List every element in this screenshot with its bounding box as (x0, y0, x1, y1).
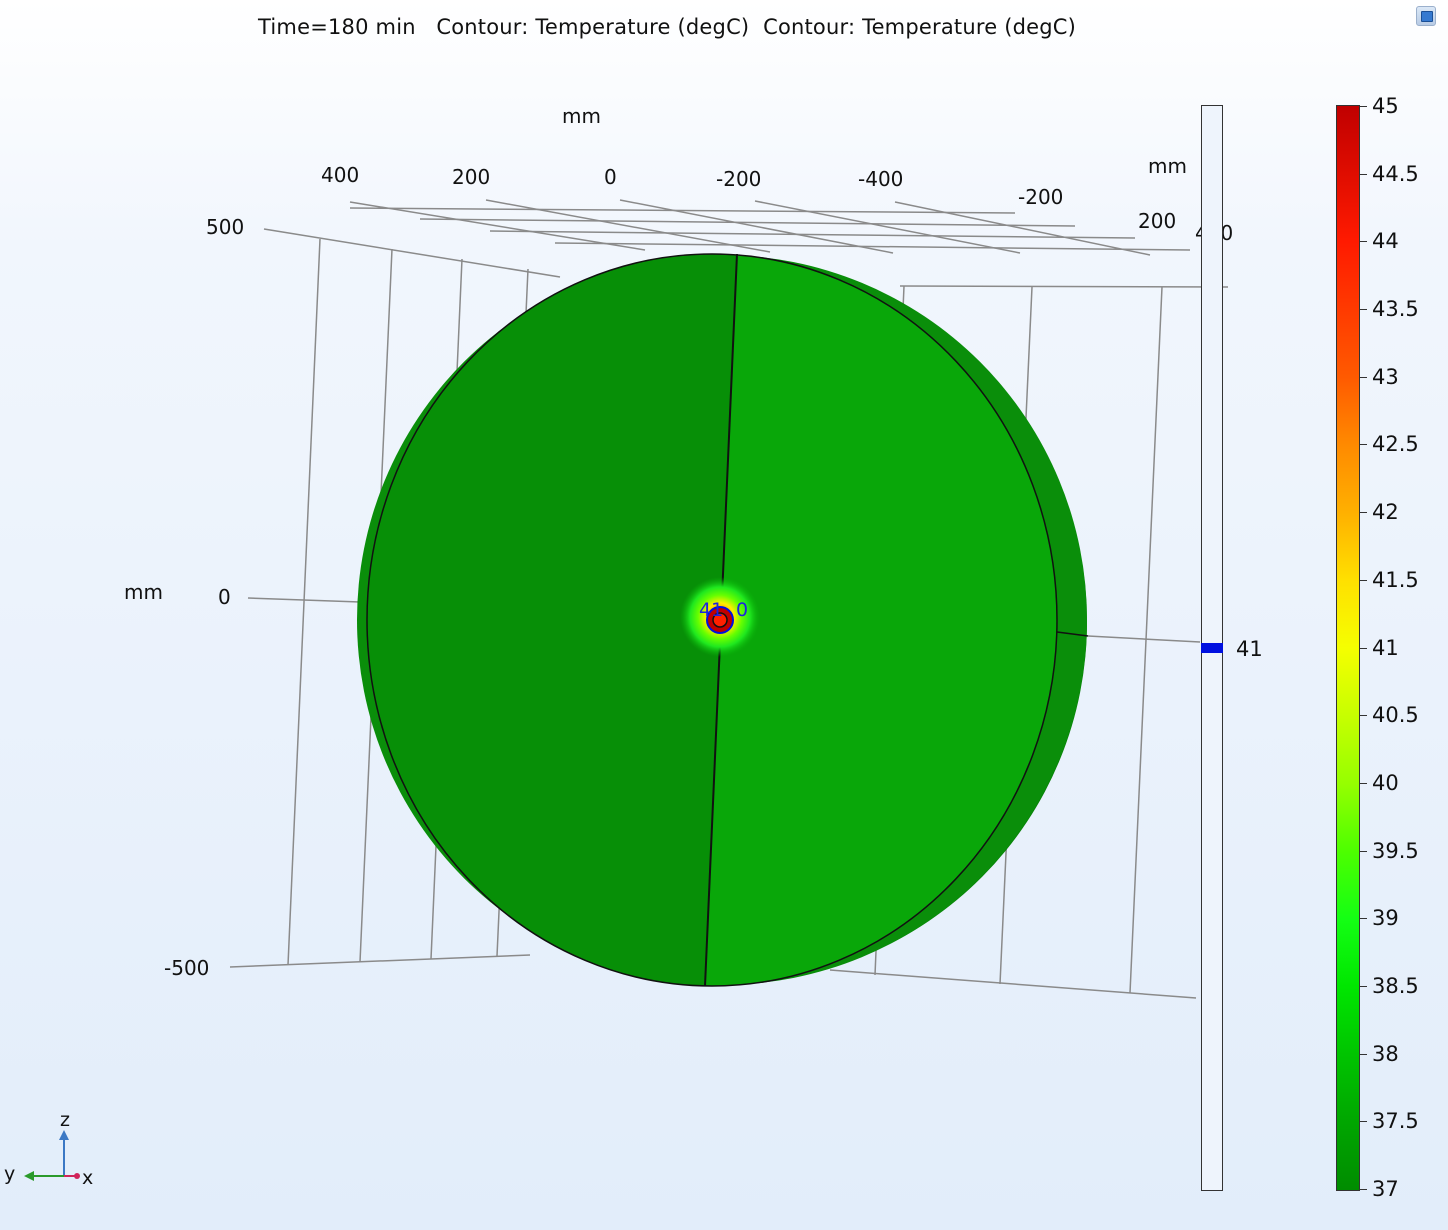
colorbar-tick-label: 42 (1372, 500, 1399, 525)
colorbar-tick-label: 39 (1372, 906, 1399, 931)
colorbar-tick (1360, 851, 1367, 852)
right-tick-label: 200 (1138, 209, 1176, 233)
disk-rim-line (1056, 631, 1089, 637)
contour-legend-label: 41 (1236, 637, 1263, 661)
window-icon[interactable] (1416, 6, 1436, 26)
vertical-tick-label: 0 (218, 585, 231, 609)
colorbar-tick (1360, 1189, 1367, 1190)
vertical-tick-label: 500 (206, 215, 244, 239)
top-tick-label: 0 (604, 165, 617, 189)
top-axis-grid (349, 199, 1191, 256)
colorbar-tick (1360, 241, 1367, 242)
colorbar-tick (1360, 1054, 1367, 1055)
colorbar-tick (1360, 986, 1367, 987)
disk-edge (366, 253, 1058, 987)
colorbar-tick (1360, 783, 1367, 784)
colorbar-tick-label: 40 (1372, 770, 1399, 795)
colorbar-tick-label: 44 (1372, 229, 1399, 254)
top-tick-label: -400 (858, 167, 903, 191)
temperature-colorbar (1336, 105, 1360, 1191)
colorbar-tick-label: 37 (1372, 1177, 1399, 1201)
contour-label-41: 41 (699, 599, 723, 621)
right-axis-unit: mm (1148, 154, 1187, 178)
colorbar-tick-label: 43.5 (1372, 297, 1419, 322)
right-tick-label: -200 (1018, 185, 1063, 209)
colorbar-tick-label: 38.5 (1372, 973, 1419, 998)
colorbar-tick (1360, 580, 1367, 581)
hot-spot: 41 0 (680, 577, 760, 657)
contour-label-0: 0 (736, 599, 748, 621)
colorbar-tick-label: 44.5 (1372, 161, 1419, 186)
colorbar-tick (1360, 309, 1367, 310)
vertical-tick-label: -500 (164, 956, 209, 980)
left-axis-unit: mm (124, 580, 163, 604)
colorbar-tick-label: 40.5 (1372, 703, 1419, 728)
colorbar-tick (1360, 918, 1367, 919)
contour-legend-marker (1201, 643, 1223, 653)
colorbar-tick-label: 41.5 (1372, 567, 1419, 592)
colorbar-tick (1360, 1121, 1367, 1122)
colorbar-tick-label: 45 (1372, 94, 1399, 118)
colorbar-tick-label: 41 (1372, 635, 1399, 660)
colorbar-tick (1360, 106, 1367, 107)
triad-x-label: x (82, 1167, 93, 1189)
top-axis-unit: mm (562, 104, 601, 128)
colorbar-tick-label: 39.5 (1372, 838, 1419, 863)
colorbar-tick (1360, 715, 1367, 716)
triad-z-label: z (60, 1109, 70, 1131)
axis-triad: z y x (4, 1109, 93, 1189)
top-tick-label: 400 (321, 163, 359, 187)
triad-y-label: y (4, 1163, 15, 1185)
top-tick-label: 200 (452, 165, 490, 189)
plot-title: Time=180 min Contour: Temperature (degC)… (258, 15, 1077, 39)
colorbar-tick (1360, 648, 1367, 649)
colorbar-tick-label: 37.5 (1372, 1109, 1419, 1134)
colorbar-tick (1360, 377, 1367, 378)
colorbar-tick (1360, 512, 1367, 513)
colorbar-tick-label: 42.5 (1372, 432, 1419, 457)
colorbar-tick-label: 38 (1372, 1041, 1399, 1066)
top-tick-label: -200 (716, 167, 761, 191)
colorbar-tick-label: 43 (1372, 364, 1399, 389)
colorbar-tick (1360, 174, 1367, 175)
colorbar-tick (1360, 444, 1367, 445)
